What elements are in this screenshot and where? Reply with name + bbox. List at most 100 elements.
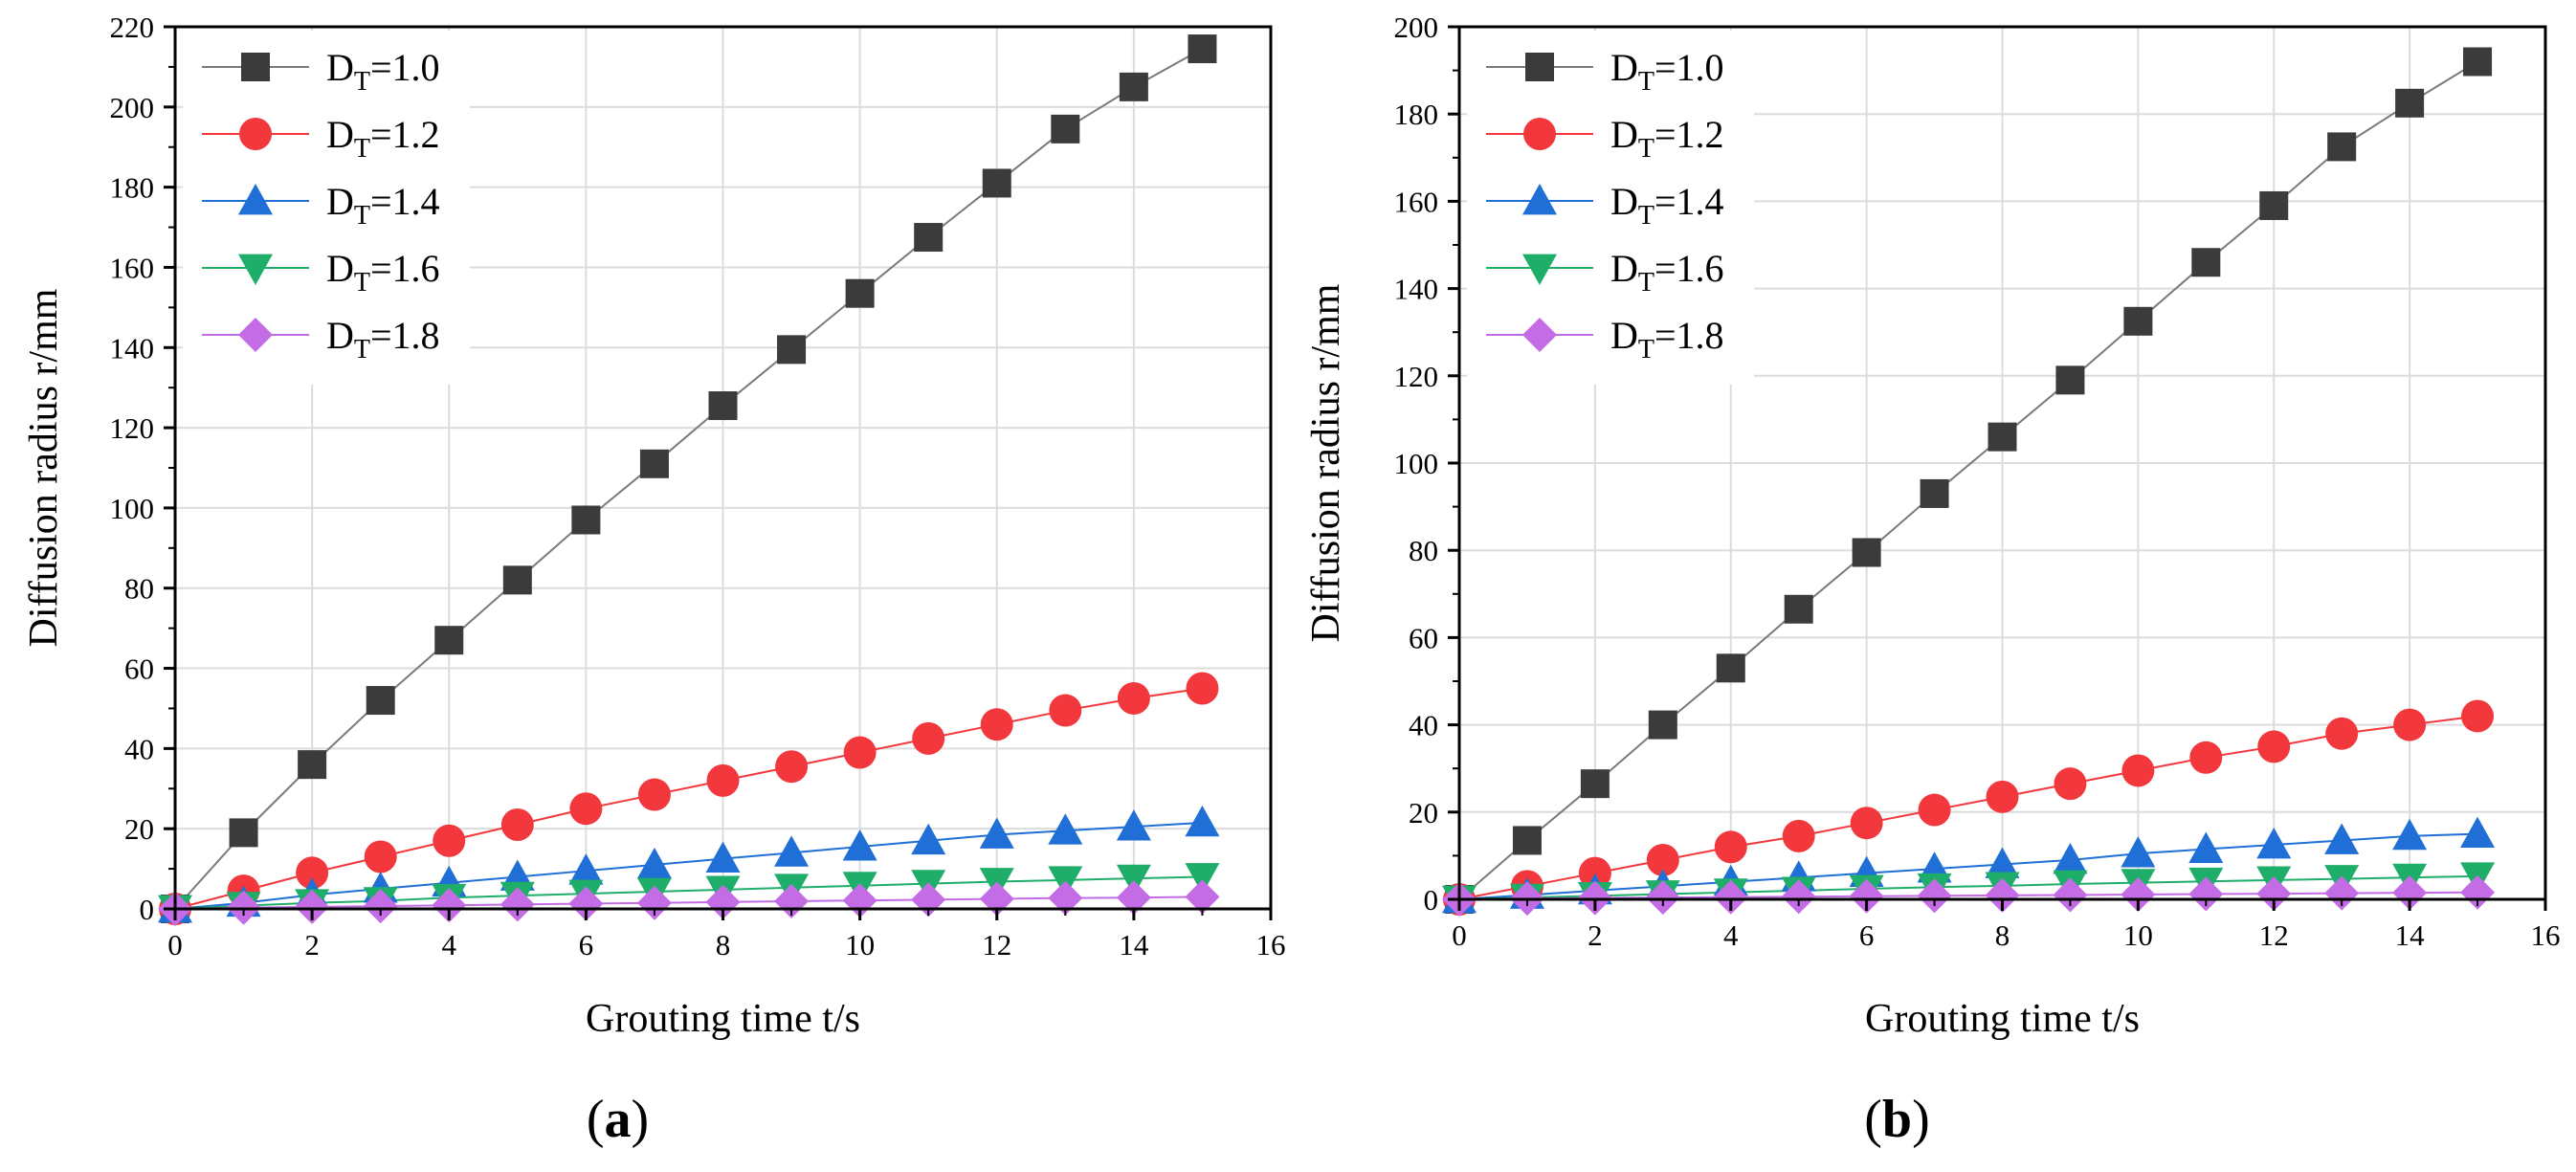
legend-label-4: DT=1.6 (326, 247, 440, 298)
data-point-s1-p14 (1119, 72, 1148, 101)
series-line-1 (1458, 60, 2478, 900)
legend-marker-1 (1525, 53, 1554, 81)
data-point-s3-p10 (842, 829, 877, 861)
data-point-s3-p9 (774, 835, 810, 867)
data-point-s5-p12 (2256, 876, 2292, 912)
legend-label-4: DT=1.6 (1610, 247, 1724, 298)
y-tick-label: 200 (1394, 11, 1439, 44)
legend-label-1: DT=1.0 (1610, 46, 1724, 97)
data-point-s2-p5 (500, 807, 534, 841)
data-point-s2-p7 (1918, 793, 1951, 827)
data-point-s5-p11 (2188, 876, 2224, 912)
y-tick-label: 100 (1394, 447, 1439, 480)
series-line-4 (174, 875, 1203, 910)
data-point-s1-p5 (502, 565, 532, 595)
series-line-5 (174, 896, 1203, 910)
x-axis-title: Grouting time t/s (586, 997, 860, 1041)
data-point-s5-p7 (1917, 878, 1952, 914)
data-point-s1-p7 (639, 449, 669, 478)
x-tick-label: 0 (167, 928, 183, 962)
data-point-s2-p12 (2257, 730, 2291, 763)
panel-label-paren: ( (587, 1090, 605, 1149)
legend-label-sub: T (354, 268, 370, 298)
series-line-1 (174, 48, 1203, 910)
y-tick-label: 180 (1394, 98, 1439, 131)
data-point-s2-p12 (980, 708, 1013, 741)
legend-label-sub: T (1638, 134, 1654, 164)
data-point-s5-p7 (636, 885, 672, 920)
data-point-s2-p2 (1578, 856, 1611, 890)
data-point-s2-p6 (1850, 807, 1883, 840)
legend-label-2: DT=1.2 (1610, 113, 1724, 164)
data-point-s1-p4 (1716, 653, 1745, 683)
series-line-5 (1458, 891, 2478, 900)
legend-label-main: D (1610, 46, 1638, 89)
data-point-s5-p6 (568, 886, 604, 921)
data-point-s1-p6 (571, 505, 601, 535)
data-point-s5-p14 (2392, 875, 2428, 911)
data-point-s2-p6 (569, 792, 603, 826)
data-point-s2-p8 (706, 763, 740, 797)
data-point-s5-p13 (1048, 880, 1083, 916)
legend-label-sub: T (1638, 268, 1654, 298)
data-point-s1-p2 (298, 750, 327, 780)
data-point-s2-p3 (364, 840, 397, 873)
y-tick-label: 220 (110, 11, 155, 44)
data-point-s2-p14 (1117, 681, 1150, 715)
data-point-s5-p15 (2460, 874, 2496, 910)
y-tick-label: 200 (110, 91, 155, 124)
data-point-s4-p15 (1185, 863, 1220, 895)
legend-label-3: DT=1.4 (1610, 180, 1724, 231)
legend-label-value: =1.8 (370, 314, 440, 357)
chart-panel-b: DT=1.0DT=1.2DT=1.4DT=1.6DT=1.80 2 4 6 8 10 12 1… (1304, 11, 2561, 1149)
data-point-s3-p11 (911, 823, 946, 855)
data-point-s5-p4 (432, 888, 467, 923)
data-point-s2-p11 (2189, 741, 2223, 774)
series-line-2 (174, 687, 1203, 910)
legend-label-value: =1.2 (1654, 113, 1724, 156)
legend-label-value: =1.4 (1654, 180, 1724, 223)
data-point-s1-p13 (2327, 132, 2357, 162)
data-point-s3-p14 (2392, 818, 2428, 851)
data-point-s5-p4 (1713, 879, 1748, 915)
y-tick-label: 120 (110, 411, 155, 445)
legend-label-sub: T (354, 335, 370, 365)
data-point-s1-p11 (2191, 248, 2221, 277)
data-point-s1-p9 (2055, 365, 2085, 395)
data-point-s2-p13 (1049, 694, 1082, 727)
data-point-s2-p3 (1646, 843, 1679, 876)
y-tick-label: 180 (110, 171, 155, 205)
y-tick-label: 60 (124, 652, 154, 686)
data-point-s3-p10 (2121, 836, 2156, 868)
x-tick-label: 16 (1256, 928, 1286, 962)
data-point-s3-p15 (1185, 805, 1220, 837)
data-point-s5-p9 (2053, 877, 2088, 913)
data-point-s2-p15 (2461, 699, 2495, 733)
data-point-s5-p5 (1781, 879, 1816, 915)
data-point-s3-p12 (2256, 828, 2292, 859)
panel-label-paren: ( (1864, 1090, 1882, 1149)
y-axis-title: Diffusion radius r/mm (1304, 283, 1348, 642)
legend-label-main: D (326, 314, 354, 357)
chart-panel-a: DT=1.0DT=1.2DT=1.4DT=1.6DT=1.80 2 4 6 8 10 12 1… (22, 11, 1286, 1149)
legend-label-3: DT=1.4 (326, 180, 440, 231)
series-line-3 (1458, 832, 2478, 900)
y-tick-label: 80 (1409, 534, 1438, 567)
panel-label: (b) (1864, 1090, 1929, 1149)
data-point-s1-p9 (777, 335, 807, 365)
y-tick-label: 40 (124, 732, 154, 765)
legend-marker-5 (238, 318, 273, 352)
data-point-s1-p10 (845, 278, 875, 308)
series-line-3 (174, 821, 1203, 910)
legend-label-main: D (326, 46, 354, 89)
data-point-s3-p12 (979, 817, 1014, 849)
legend-marker-1 (241, 53, 270, 81)
data-point-s2-p7 (637, 778, 671, 811)
data-point-s1-p3 (1648, 710, 1677, 740)
data-point-s1-p14 (2395, 88, 2425, 118)
data-point-s2-p9 (2054, 767, 2087, 801)
legend-marker-2 (239, 118, 272, 150)
data-point-s5-p10 (2121, 876, 2156, 912)
